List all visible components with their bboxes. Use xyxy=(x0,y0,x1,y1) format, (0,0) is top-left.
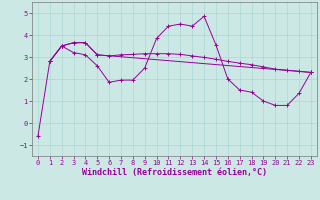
X-axis label: Windchill (Refroidissement éolien,°C): Windchill (Refroidissement éolien,°C) xyxy=(82,168,267,177)
